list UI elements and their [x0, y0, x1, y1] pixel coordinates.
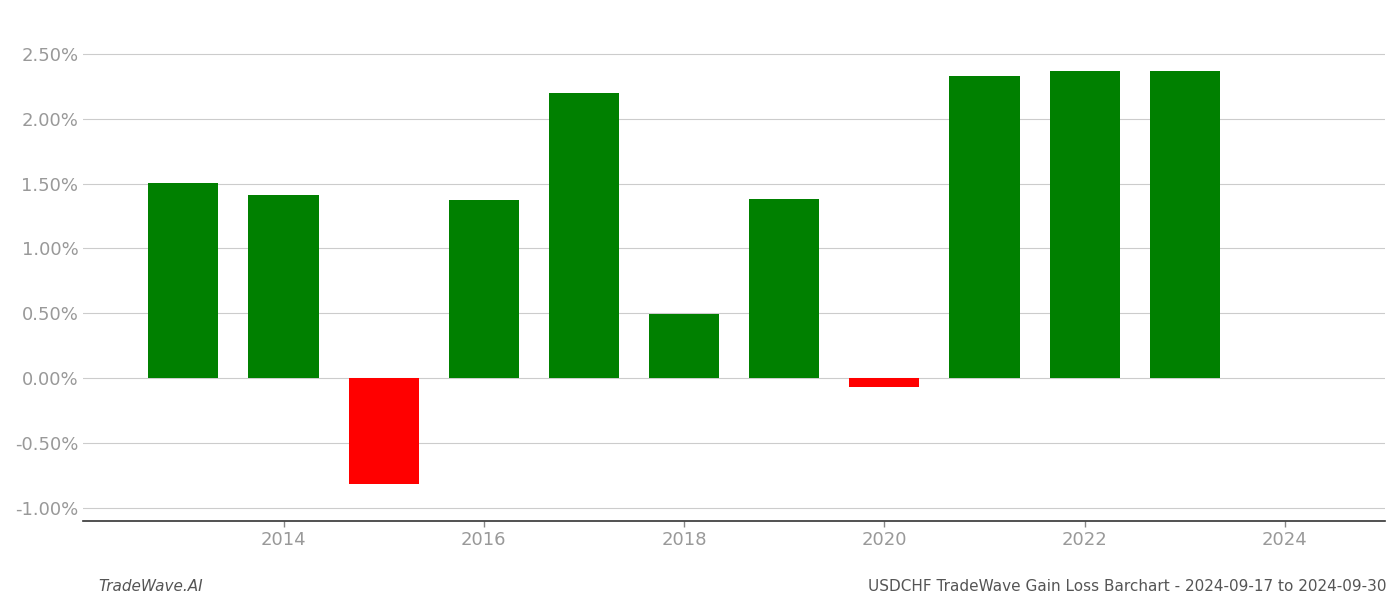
Bar — [449, 200, 519, 378]
Bar — [549, 93, 619, 378]
Bar — [148, 183, 218, 378]
Text: USDCHF TradeWave Gain Loss Barchart - 2024-09-17 to 2024-09-30: USDCHF TradeWave Gain Loss Barchart - 20… — [868, 579, 1386, 594]
Bar — [349, 378, 419, 484]
Bar — [949, 76, 1019, 378]
Bar — [749, 199, 819, 378]
Text: TradeWave.AI: TradeWave.AI — [98, 579, 203, 594]
Bar — [248, 195, 319, 378]
Bar — [1050, 71, 1120, 378]
Bar — [850, 378, 920, 388]
Bar — [650, 314, 720, 378]
Bar — [1149, 71, 1219, 378]
